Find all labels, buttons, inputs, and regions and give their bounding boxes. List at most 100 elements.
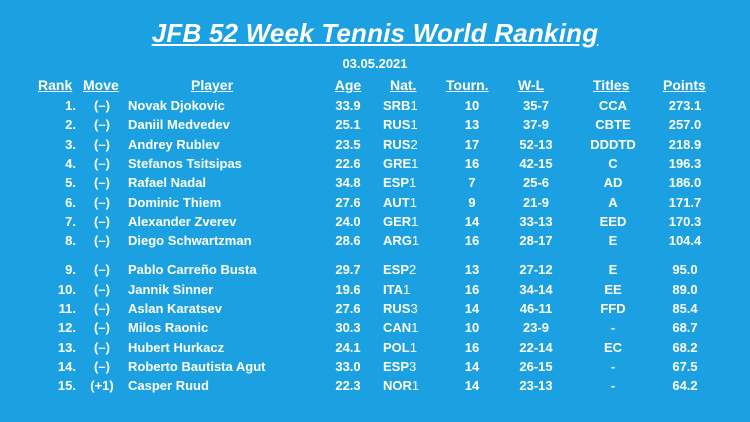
row-14-rank: 14. [57, 358, 76, 374]
row-4-wl: 42-15 [519, 155, 553, 171]
row-6-nat: AUT1 [383, 194, 417, 212]
row-9-nat: ESP2 [383, 261, 416, 279]
row-6-nat-code: AUT [383, 194, 410, 210]
row-10-wl: 34-14 [519, 281, 553, 297]
row-10-nat-code: ITA [383, 281, 403, 297]
row-13-wl: 22-14 [519, 339, 553, 355]
row-11-wl: 46-11 [519, 301, 553, 316]
row-7-wl: 33-13 [519, 213, 553, 229]
row-15-nat-index: 1 [411, 378, 420, 394]
row-11-rank: 11. [58, 301, 76, 316]
row-12-nat-index: 1 [411, 320, 419, 336]
row-3-wl: 52-13 [519, 136, 553, 152]
row-2-move: (–) [94, 117, 110, 133]
row-11-move: (–) [94, 301, 110, 316]
row-11-nat-index: 3 [410, 301, 418, 316]
row-10-player: Jannik Sinner [128, 281, 214, 297]
row-14-player: Roberto Bautista Agut [128, 358, 266, 374]
row-9-tourn: 13 [464, 262, 480, 278]
row-4-rank: 4. [65, 155, 76, 171]
row-15-points: 64.2 [672, 378, 698, 394]
row-13-tourn: 16 [464, 339, 480, 355]
row-4-nat-index: 1 [411, 155, 419, 171]
row-15-nat-code: NOR [383, 378, 412, 394]
row-8-age: 28.6 [335, 233, 361, 249]
row-6-tourn: 9 [468, 194, 476, 210]
ranking-date: 03.05.2021 [342, 56, 408, 71]
row-13-titles: EC [603, 339, 623, 355]
row-12-rank: 12. [57, 320, 76, 336]
row-1-player: Novak Djokovic [128, 98, 225, 113]
row-7-move: (–) [94, 213, 110, 229]
row-9-age: 29.7 [335, 262, 361, 278]
row-4-nat: GRE1 [383, 155, 418, 173]
row-1-age: 33.9 [335, 98, 361, 113]
row-7-tourn: 14 [464, 213, 480, 229]
row-7-rank: 7. [65, 213, 76, 229]
row-8-tourn: 16 [464, 233, 480, 249]
row-6-move: (–) [94, 194, 110, 210]
row-15-wl: 23-13 [519, 378, 553, 394]
row-2-points: 257.0 [668, 117, 702, 133]
header-age: Age [334, 77, 362, 93]
row-1-move: (–) [94, 98, 110, 113]
row-13-nat-code: POL [383, 339, 410, 355]
row-9-points: 95.0 [672, 262, 698, 278]
row-5-titles: AD [603, 175, 623, 191]
row-4-titles: C [608, 155, 618, 171]
row-11-nat: RUS3 [383, 300, 418, 318]
row-5-rank: 5. [65, 175, 76, 191]
row-9-move: (–) [94, 262, 110, 278]
row-12-titles: - [610, 320, 616, 336]
row-5-age: 34.8 [335, 175, 361, 191]
row-3-nat: RUS2 [383, 136, 418, 154]
row-2-tourn: 13 [464, 117, 480, 133]
row-10-points: 89.0 [672, 281, 698, 297]
row-6-age: 27.6 [335, 194, 361, 210]
row-4-points: 196.3 [668, 155, 702, 171]
row-10-nat: ITA1 [383, 281, 410, 299]
row-13-nat: POL1 [383, 339, 417, 357]
row-13-move: (–) [94, 339, 110, 355]
row-5-nat: ESP1 [383, 174, 416, 192]
row-10-move: (–) [94, 281, 110, 297]
row-5-nat-code: ESP [383, 175, 410, 191]
row-13-nat-index: 1 [409, 339, 417, 355]
row-5-tourn: 7 [468, 175, 476, 191]
row-1-titles: CCA [598, 98, 628, 113]
row-1-wl: 35-7 [522, 98, 550, 113]
row-12-points: 68.7 [672, 320, 698, 336]
row-15-move: (+1) [90, 378, 114, 394]
row-2-player: Daniil Medvedev [128, 117, 230, 133]
row-15-player: Casper Ruud [128, 378, 209, 394]
row-12-nat-code: CAN [383, 320, 412, 336]
row-11-nat-code: RUS [383, 301, 411, 316]
row-9-nat-index: 2 [409, 262, 417, 278]
row-7-points: 170.3 [668, 213, 702, 229]
row-12-move: (–) [94, 320, 110, 336]
row-2-wl: 37-9 [522, 117, 550, 133]
header-move: Move [83, 77, 119, 93]
row-7-age: 24.0 [335, 213, 361, 229]
row-13-points: 68.2 [672, 339, 698, 355]
row-12-player: Milos Raonic [128, 320, 209, 336]
header-nat: Nat. [390, 77, 417, 93]
row-12-age: 30.3 [335, 320, 361, 336]
row-8-rank: 8. [65, 233, 76, 249]
row-11-points: 85.4 [672, 301, 698, 316]
header-tourn: Tourn. [446, 77, 489, 93]
row-5-points: 186.0 [668, 175, 702, 191]
row-7-nat: GER1 [383, 213, 418, 231]
row-15-titles: - [610, 378, 616, 394]
row-11-tourn: 14 [464, 301, 480, 316]
row-4-player: Stefanos Tsitsipas [128, 155, 242, 171]
row-8-move: (–) [94, 233, 110, 249]
row-1-rank: 1. [65, 98, 76, 113]
row-5-wl: 25-6 [522, 175, 550, 191]
row-1-nat-index: 1 [410, 98, 418, 113]
row-12-tourn: 10 [464, 320, 480, 336]
row-14-nat: ESP3 [383, 358, 416, 376]
row-3-player: Andrey Rublev [128, 136, 220, 152]
row-3-tourn: 17 [464, 136, 480, 152]
row-6-titles: A [608, 194, 618, 210]
